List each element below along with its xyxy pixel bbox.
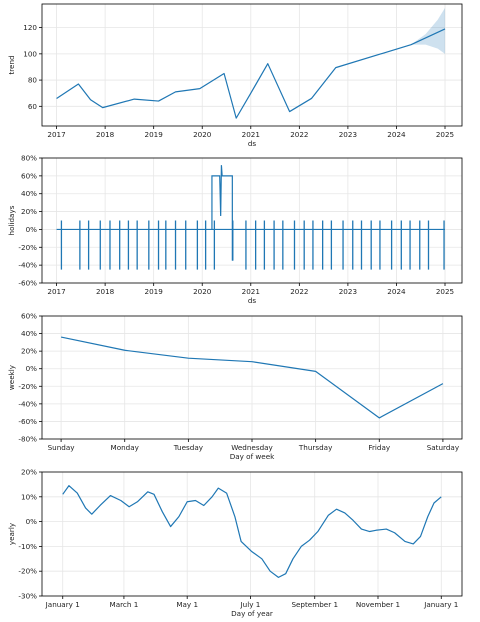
- weekly-y-axis-label: weekly: [7, 364, 16, 390]
- holidays-axes-frame: [41, 157, 463, 284]
- trend-x-tick-label: 2020: [193, 130, 212, 139]
- holidays-x-tick-label: 2022: [290, 287, 308, 296]
- yearly-y-axis-label: yearly: [7, 522, 16, 545]
- weekly-x-axis-label: Day of week: [230, 452, 275, 461]
- trend-y-tick-label: 120: [23, 23, 37, 32]
- yearly-axes-frame: [41, 471, 463, 597]
- weekly-panel: Sunday Monday Tuesday Wednesday Thursday Frid…: [7, 312, 463, 461]
- trend-y-tick-label: 60: [28, 102, 38, 111]
- weekly-y-tick-label: 20%: [21, 347, 37, 356]
- yearly-x-tick-label: September 1: [291, 600, 338, 609]
- weekly-x-tick-label: Monday: [111, 443, 140, 452]
- yearly-x-tick-label: January 1: [423, 600, 458, 609]
- holidays-y-tick-label: 0%: [26, 225, 38, 234]
- yearly-y-tick-label: 20%: [21, 468, 37, 477]
- holidays-x-tick-label: 2023: [339, 287, 357, 296]
- trend-series-line: [56, 28, 446, 119]
- trend-x-tick-label: 2018: [96, 130, 115, 139]
- weekly-series-line: [60, 336, 444, 419]
- yearly-y-tick-label: 0%: [26, 517, 38, 526]
- weekly-y-tick-label: -80%: [18, 435, 37, 444]
- holidays-x-tick-label: 2018: [96, 287, 115, 296]
- weekly-x-tick-label: Saturday: [427, 443, 460, 452]
- weekly-y-tick-label: 60%: [21, 312, 37, 321]
- trend-x-tick-label: 2021: [242, 130, 260, 139]
- weekly-y-tick-label: 0%: [26, 364, 38, 373]
- weekly-y-tick-label: 40%: [21, 329, 37, 338]
- holidays-panel: 2017 2018 2019 2020 2021 2022 2023 2024 2025 -60%…: [7, 154, 463, 305]
- weekly-x-tick-label: Sunday: [48, 443, 76, 452]
- yearly-x-tick-label: July 1: [240, 600, 261, 609]
- yearly-x-axis-label: Day of year: [231, 609, 273, 618]
- yearly-y-tick-label: -10%: [18, 542, 37, 551]
- holidays-y-tick-label: 40%: [21, 189, 37, 198]
- weekly-y-tick-label: -20%: [18, 382, 37, 391]
- trend-y-tick-label: 100: [23, 49, 37, 58]
- holidays-y-axis-label: holidays: [7, 205, 16, 235]
- holidays-y-tick-label: -60%: [18, 279, 37, 288]
- holidays-x-tick-label: 2020: [193, 287, 212, 296]
- trend-uncertainty-band: [411, 7, 446, 54]
- holidays-x-tick-label: 2025: [436, 287, 454, 296]
- trend-y-axis-label: trend: [7, 55, 16, 74]
- yearly-y-tick-label: -20%: [18, 567, 37, 576]
- holidays-x-tick-label: 2024: [387, 287, 406, 296]
- trend-x-tick-label: 2022: [290, 130, 308, 139]
- weekly-y-tick-label: -60%: [18, 417, 37, 426]
- holidays-x-tick-label: 2017: [47, 287, 65, 296]
- weekly-x-tick-label: Tuesday: [173, 443, 204, 452]
- holidays-y-tick-label: -20%: [18, 243, 37, 252]
- weekly-x-tick-label: Thursday: [298, 443, 333, 452]
- holidays-x-tick-label: 2021: [242, 287, 260, 296]
- holidays-block: [211, 165, 233, 261]
- trend-panel: 2017 2018 2019 2020 2021 2022 2023 2024 2025 60 80…: [7, 3, 463, 148]
- yearly-y-tick-label: 10%: [21, 492, 37, 501]
- yearly-y-tick-label: -30%: [18, 592, 37, 601]
- yearly-x-tick-label: March 1: [110, 600, 139, 609]
- holidays-x-axis-label: ds: [248, 296, 257, 305]
- trend-x-tick-label: 2024: [387, 130, 406, 139]
- weekly-x-tick-label: Friday: [368, 443, 391, 452]
- trend-x-axis-label: ds: [248, 139, 257, 148]
- trend-y-tick-label: 80: [28, 76, 38, 85]
- holidays-y-tick-label: 60%: [21, 171, 37, 180]
- trend-x-tick-label: 2025: [436, 130, 454, 139]
- yearly-series-line: [62, 485, 442, 579]
- yearly-x-tick-label: May 1: [176, 600, 198, 609]
- yearly-x-tick-label: November 1: [356, 600, 400, 609]
- holidays-y-tick-label: 20%: [21, 207, 37, 216]
- trend-axes-frame: [41, 3, 463, 127]
- trend-x-tick-label: 2019: [145, 130, 164, 139]
- holidays-y-tick-label: -40%: [18, 261, 37, 270]
- weekly-x-tick-label: Wednesday: [231, 443, 273, 452]
- trend-x-tick-label: 2017: [47, 130, 65, 139]
- holidays-y-tick-label: 80%: [21, 154, 37, 163]
- weekly-y-tick-label: -40%: [18, 399, 37, 408]
- yearly-x-tick-label: January 1: [45, 600, 80, 609]
- holidays-x-tick-label: 2019: [145, 287, 164, 296]
- yearly-panel: January 1 March 1 May 1 July 1 September 1 No…: [7, 468, 463, 618]
- trend-x-tick-label: 2023: [339, 130, 357, 139]
